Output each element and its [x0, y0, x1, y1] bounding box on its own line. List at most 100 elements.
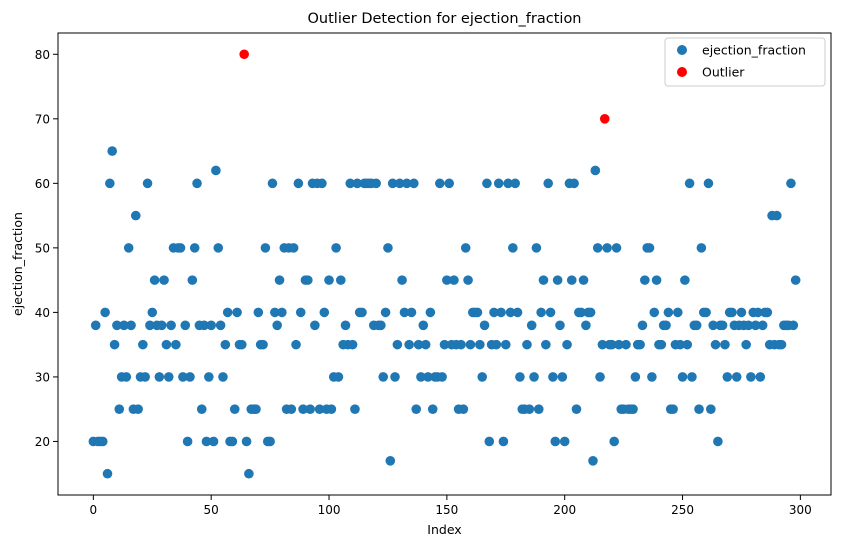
ejection-fraction-point [357, 307, 367, 318]
ejection-fraction-point [460, 243, 471, 253]
ejection-fraction-point [401, 178, 412, 189]
ejection-fraction-point [772, 210, 782, 221]
ejection-fraction-point [392, 339, 403, 350]
legend-marker-ejection-fraction [677, 45, 687, 55]
ejection-fraction-point [416, 372, 426, 382]
ejection-fraction-point [663, 307, 674, 318]
ejection-fraction-point [776, 339, 787, 350]
ejection-fraction-point [576, 307, 586, 318]
ejection-fraction-point [100, 307, 110, 318]
x-axis-label: Index [427, 522, 461, 537]
ejection-fraction-point [199, 320, 209, 331]
ejection-fraction-point [741, 339, 751, 350]
ejection-fraction-point [475, 339, 485, 350]
ejection-fraction-point [192, 178, 202, 189]
legend: ejection_fraction Outlier [664, 37, 826, 87]
outlier-point [599, 114, 610, 124]
legend-label-outlier: Outlier [702, 65, 745, 80]
axes-frame [57, 32, 832, 496]
y-tick-label: 60 [35, 177, 50, 191]
ejection-fraction-point [270, 307, 280, 318]
ejection-fraction-point [260, 243, 271, 253]
ejection-fraction-point [352, 178, 363, 189]
y-tick-label: 80 [35, 48, 50, 62]
x-tick-label: 250 [671, 503, 694, 517]
ejection-fraction-point [376, 320, 386, 331]
ejection-fraction-point [420, 339, 431, 350]
ejection-fraction-point [383, 243, 393, 253]
ejection-fraction-point [166, 320, 176, 331]
ejection-fraction-point [602, 243, 612, 253]
ejection-fraction-point [119, 320, 129, 331]
ejection-fraction-point [609, 436, 619, 447]
ejection-fraction-point [298, 404, 308, 414]
data-points [88, 49, 801, 479]
ejection-fraction-point [409, 178, 419, 189]
ejection-fraction-point [536, 307, 546, 318]
ejection-fraction-point [668, 404, 678, 414]
y-tick-label: 70 [35, 112, 50, 126]
ejection-fraction-point [684, 178, 695, 189]
ejection-fraction-point [232, 307, 242, 318]
ejection-fraction-point [126, 320, 136, 331]
ejection-fraction-point [456, 339, 466, 350]
ejection-fraction-point [508, 243, 518, 253]
ejection-fraction-point [529, 372, 539, 382]
ejection-fraction-point [673, 307, 683, 318]
ejection-fraction-point [538, 275, 549, 285]
ejection-fraction-point [621, 339, 631, 350]
ejection-fraction-point [661, 320, 671, 331]
ejection-fraction-point [614, 339, 624, 350]
ejection-fraction-point [394, 178, 405, 189]
ejection-fraction-point [597, 339, 608, 350]
ejection-fraction-point [208, 436, 219, 447]
ejection-fraction-point [691, 320, 702, 331]
ejection-fraction-point [326, 404, 337, 414]
ejection-fraction-point [526, 320, 537, 331]
ejection-fraction-point [310, 320, 320, 331]
ejection-fraction-point [465, 339, 476, 350]
ejection-fraction-point [406, 307, 417, 318]
ejection-fraction-point [206, 320, 216, 331]
ejection-fraction-point [788, 320, 799, 331]
ejection-fraction-point [286, 404, 297, 414]
ejection-fraction-point [187, 275, 198, 285]
ejection-fraction-point [541, 339, 551, 350]
ejection-fraction-point [295, 307, 306, 318]
ejection-fraction-point [545, 307, 556, 318]
ejection-fraction-point [399, 307, 410, 318]
ejection-fraction-point [97, 436, 108, 447]
ejection-fraction-point [442, 275, 452, 285]
ejection-fraction-point [222, 307, 233, 318]
ejection-fraction-point [161, 339, 172, 350]
ejection-fraction-point [267, 178, 278, 189]
ejection-fraction-point [324, 275, 334, 285]
ejection-fraction-point [588, 456, 598, 466]
ejection-fraction-point [493, 178, 504, 189]
legend-marker-outlier [677, 67, 687, 77]
ejection-fraction-point [130, 210, 141, 221]
ejection-fraction-point [156, 320, 167, 331]
ejection-fraction-point [317, 178, 327, 189]
ejection-fraction-point [562, 339, 572, 350]
ejection-fraction-point [340, 320, 351, 331]
ejection-fraction-point [147, 307, 158, 318]
ejection-fraction-point [680, 275, 690, 285]
y-tick-label: 20 [35, 435, 50, 449]
ejection-fraction-point [145, 320, 155, 331]
y-tick-label: 30 [35, 370, 50, 384]
ejection-fraction-point [656, 339, 667, 350]
ejection-fraction-point [566, 275, 577, 285]
x-tick-label: 100 [318, 503, 341, 517]
ejection-fraction-point [425, 307, 436, 318]
ejection-fraction-point [180, 320, 191, 331]
ejection-fraction-point [390, 372, 400, 382]
ejection-fraction-point [123, 243, 134, 253]
ejection-fraction-point [274, 275, 285, 285]
ejection-fraction-point [182, 436, 193, 447]
ejection-fraction-point [472, 307, 483, 318]
ejection-fraction-point [218, 372, 228, 382]
ejection-fraction-point [581, 320, 591, 331]
ejection-fraction-point [550, 436, 561, 447]
